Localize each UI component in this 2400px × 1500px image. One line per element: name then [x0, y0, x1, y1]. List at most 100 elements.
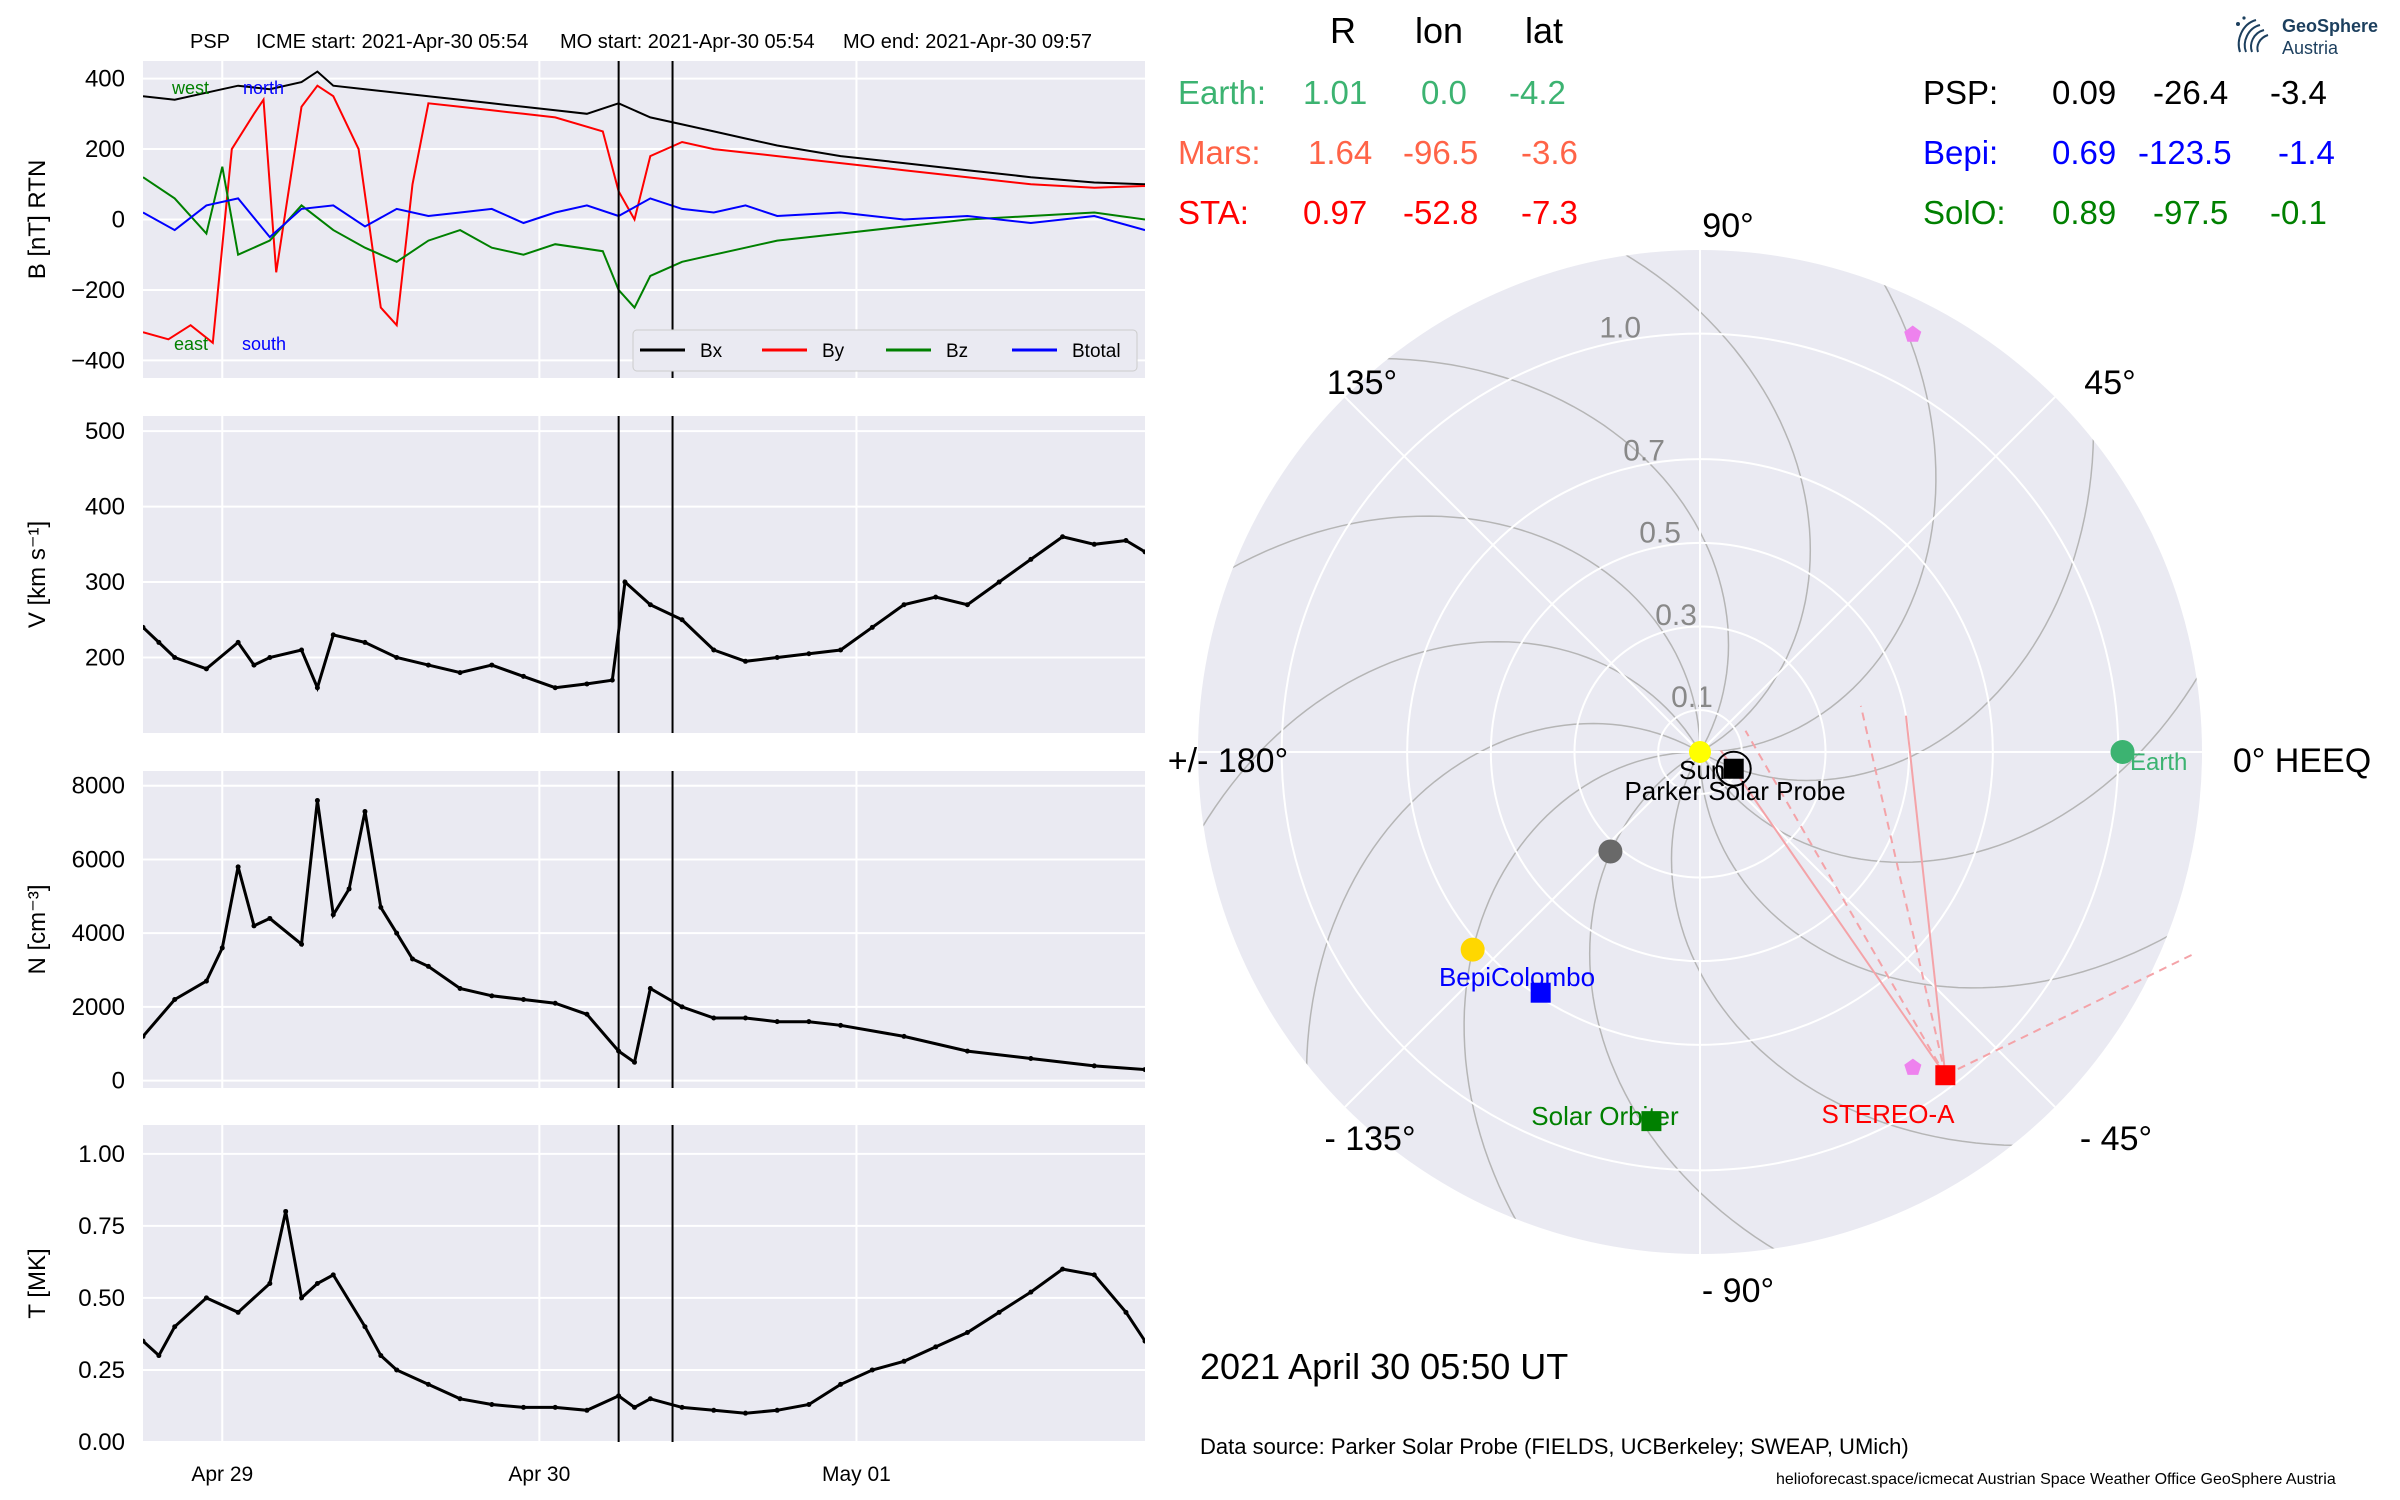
data-point	[996, 1309, 1002, 1315]
data-point	[901, 1033, 907, 1039]
y-tick-label: 0.75	[78, 1213, 125, 1240]
body-label-sun: Sun	[1679, 755, 1725, 785]
data-point	[1123, 1309, 1129, 1315]
angle-spoke	[1699, 396, 2056, 753]
series-line-t	[143, 1211, 1145, 1415]
data-point	[362, 1324, 368, 1330]
y-tick-label: 300	[85, 569, 125, 596]
data-point	[267, 655, 273, 661]
data-point	[679, 1404, 685, 1410]
marker-mercury	[1598, 839, 1623, 864]
data-point	[172, 997, 178, 1003]
data-point	[679, 617, 685, 623]
data-point	[1142, 1067, 1145, 1073]
data-point	[1060, 1266, 1066, 1272]
data-point	[203, 1295, 209, 1301]
row-name: PSP:	[1923, 74, 1999, 111]
data-point	[394, 655, 400, 661]
data-point	[1028, 1056, 1034, 1062]
data-point	[362, 639, 368, 645]
logo-line1: GeoSphere	[2282, 16, 2379, 36]
data-point	[774, 1019, 780, 1025]
y-tick-label: 2000	[72, 994, 125, 1021]
body-label-bepicolombo: BepiColombo	[1439, 962, 1595, 992]
row-name: Bepi:	[1923, 134, 1999, 171]
data-point	[774, 1407, 780, 1413]
radial-tick-label: 1.0	[1599, 311, 1641, 344]
data-point	[838, 1381, 844, 1387]
parker-spiral-line	[1588, 751, 1846, 1254]
radial-tick-label: 0.5	[1639, 517, 1681, 550]
data-point	[203, 666, 209, 672]
data-point	[394, 930, 400, 936]
stereo-a-fov-line	[1944, 951, 2197, 1077]
data-point	[251, 923, 257, 929]
data-point	[378, 1353, 384, 1359]
data-point	[679, 1004, 685, 1010]
parker-spiral-line	[1463, 751, 1701, 1254]
data-point	[552, 1000, 558, 1006]
marker-earth	[2110, 740, 2135, 764]
y-tick-label: −400	[71, 347, 125, 374]
data-point	[203, 978, 209, 984]
row-lat: -4.2	[1509, 74, 1566, 111]
row-r: 0.09	[2052, 74, 2117, 111]
angle-label: - 45°	[2080, 1120, 2152, 1158]
y-axis-label: V [km s⁻¹]	[24, 521, 51, 628]
data-point	[425, 662, 431, 668]
legend-label-by: Bz	[946, 341, 968, 362]
x-tick-label: May 01	[822, 1463, 891, 1486]
data-point	[584, 1407, 590, 1413]
data-point	[647, 985, 653, 991]
panel-background	[143, 1125, 1145, 1442]
series-line-bx	[143, 84, 1145, 345]
stereo-a-fov-line	[1720, 749, 1947, 1076]
parker-spiral-line	[1699, 606, 2202, 864]
table-header-r: R	[1330, 10, 1356, 51]
series-group	[143, 70, 1145, 345]
data-point	[1091, 1272, 1097, 1278]
data-point	[1060, 534, 1066, 540]
data-point	[647, 1396, 653, 1402]
angle-label: 45°	[2084, 364, 2135, 402]
data-point	[1091, 1063, 1097, 1069]
data-point	[521, 997, 527, 1003]
data-point	[838, 1022, 844, 1028]
data-point	[933, 594, 939, 600]
y-tick-label: 0.00	[78, 1429, 125, 1456]
body-label-solar-orbiter: Solar Orbiter	[1531, 1101, 1679, 1131]
data-point	[251, 662, 257, 668]
data-point	[964, 1048, 970, 1054]
data-point	[314, 797, 320, 803]
data-point	[711, 1015, 717, 1021]
marker-parker-solar-probe	[1723, 758, 1744, 779]
radial-tick-label: 0.1	[1671, 681, 1713, 714]
data-point	[378, 904, 384, 910]
body-label-earth: Earth	[2130, 749, 2187, 776]
radial-tick-label: 0.7	[1623, 435, 1665, 468]
legend-label-bz: Btotal	[1072, 341, 1121, 362]
stereo-a-fov-line	[1904, 715, 1947, 1076]
data-point	[742, 1015, 748, 1021]
row-r: 0.69	[2052, 134, 2117, 171]
panel-velocity: 200 300 400 500 V [km s⁻¹]	[24, 416, 1145, 733]
logo-line2: Austria	[2282, 38, 2339, 58]
stereo-a-fov-line	[1744, 730, 1947, 1076]
data-point	[622, 579, 628, 585]
parker-spiral-line	[1198, 515, 1701, 753]
data-point	[410, 956, 416, 962]
direction-label-north: north	[243, 78, 284, 98]
geosphere-swirl-icon	[2236, 16, 2269, 53]
x-tick-label: Apr 30	[508, 1463, 570, 1486]
row-lat: -3.4	[2270, 74, 2327, 111]
parker-spiral-line	[1699, 250, 1937, 753]
row-lat: -0.1	[2270, 194, 2327, 231]
marker-stereo-a	[1935, 1065, 1956, 1086]
row-lat: -3.6	[1521, 134, 1578, 171]
data-point	[521, 1404, 527, 1410]
data-point	[457, 985, 463, 991]
chart-title-mo-end: MO end: 2021-Apr-30 09:57	[843, 31, 1092, 53]
legend-label-btotal: Bx	[700, 341, 723, 362]
data-point	[964, 602, 970, 608]
